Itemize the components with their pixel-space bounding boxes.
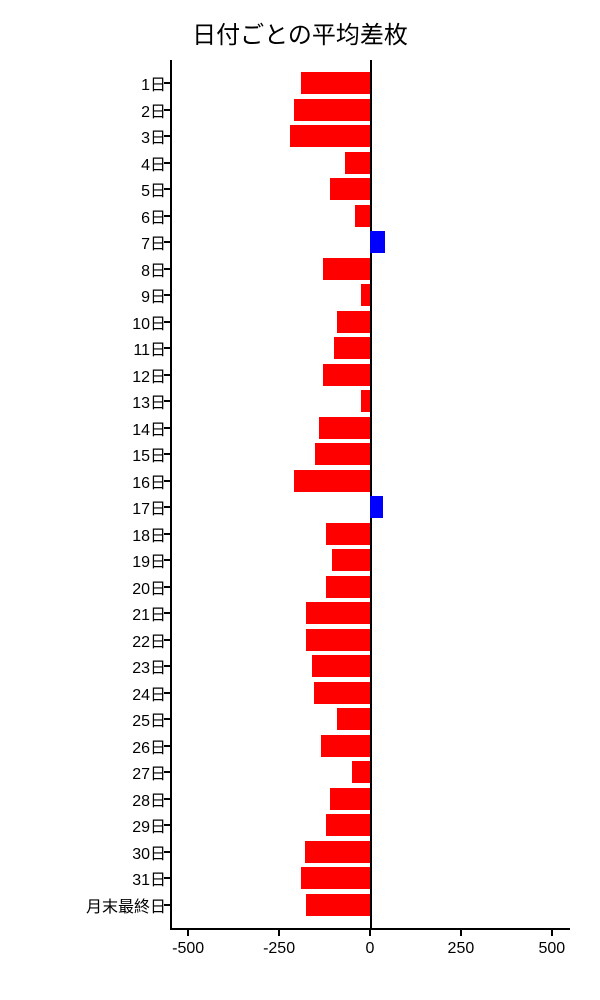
bar — [332, 549, 370, 571]
y-axis-label: 24日 — [132, 681, 166, 705]
y-axis-label: 2日 — [141, 98, 166, 122]
y-axis-label: 14日 — [132, 416, 166, 440]
y-axis-label: 3日 — [141, 124, 166, 148]
bar — [361, 284, 370, 306]
x-axis-label: 0 — [366, 940, 375, 958]
chart-container: 日付ごとの平均差枚 — [0, 0, 600, 1000]
bar — [370, 231, 385, 253]
bar — [315, 443, 370, 465]
y-axis-label: 11日 — [133, 336, 166, 360]
bar — [294, 99, 370, 121]
y-axis-label: 31日 — [132, 866, 166, 890]
y-axis-label: 4日 — [141, 151, 166, 175]
bar — [323, 258, 370, 280]
y-axis-label: 26日 — [132, 734, 166, 758]
bar — [352, 761, 370, 783]
bar — [345, 152, 370, 174]
bar — [301, 72, 370, 94]
y-axis-label: 6日 — [141, 204, 166, 228]
y-axis-label: 16日 — [132, 469, 166, 493]
y-axis-line — [170, 60, 172, 930]
bar — [361, 390, 370, 412]
bar — [319, 417, 370, 439]
x-tick — [551, 930, 553, 936]
bar — [290, 125, 370, 147]
x-tick — [187, 930, 189, 936]
x-tick — [278, 930, 280, 936]
chart-title: 日付ごとの平均差枚 — [0, 15, 600, 50]
plot-area — [170, 60, 570, 930]
y-axis-label: 20日 — [132, 575, 166, 599]
y-axis-label: 22日 — [132, 628, 166, 652]
x-tick — [369, 930, 371, 936]
x-axis-label: -250 — [263, 940, 295, 958]
y-axis-label: 18日 — [132, 522, 166, 546]
bar — [326, 523, 370, 545]
bar — [337, 708, 370, 730]
x-axis-label: 250 — [448, 940, 475, 958]
bar — [370, 496, 383, 518]
bar — [321, 735, 370, 757]
bar — [294, 470, 370, 492]
y-axis-label: 1日 — [141, 71, 166, 95]
zero-line — [370, 60, 372, 930]
bar — [301, 867, 370, 889]
y-axis-label: 8日 — [141, 257, 166, 281]
bar — [323, 364, 370, 386]
y-axis-label: 17日 — [132, 495, 166, 519]
y-axis-label: 28日 — [132, 787, 166, 811]
bar — [337, 311, 370, 333]
bar — [312, 655, 370, 677]
y-axis-label: 月末最終日 — [86, 893, 166, 917]
bar — [330, 178, 370, 200]
x-tick — [460, 930, 462, 936]
bar — [306, 894, 370, 916]
y-axis-label: 27日 — [132, 760, 166, 784]
y-axis-label: 29日 — [132, 813, 166, 837]
bar — [326, 576, 370, 598]
x-axis-label: -500 — [172, 940, 204, 958]
y-axis-label: 12日 — [132, 363, 166, 387]
bar — [326, 814, 370, 836]
y-axis-label: 30日 — [132, 840, 166, 864]
y-axis-label: 25日 — [132, 707, 166, 731]
y-axis-label: 19日 — [132, 548, 166, 572]
bar — [314, 682, 370, 704]
y-axis-label: 15日 — [132, 442, 166, 466]
y-axis-label: 10日 — [132, 310, 166, 334]
bar — [334, 337, 370, 359]
y-axis-label: 13日 — [132, 389, 166, 413]
y-axis-label: 5日 — [141, 177, 166, 201]
bar — [306, 629, 370, 651]
bar — [355, 205, 370, 227]
bar — [306, 602, 370, 624]
y-axis-label: 9日 — [141, 283, 166, 307]
y-axis-label: 7日 — [141, 230, 166, 254]
bar — [330, 788, 370, 810]
x-axis-label: 500 — [538, 940, 565, 958]
y-axis-label: 23日 — [132, 654, 166, 678]
y-axis-label: 21日 — [132, 601, 166, 625]
bar — [305, 841, 370, 863]
